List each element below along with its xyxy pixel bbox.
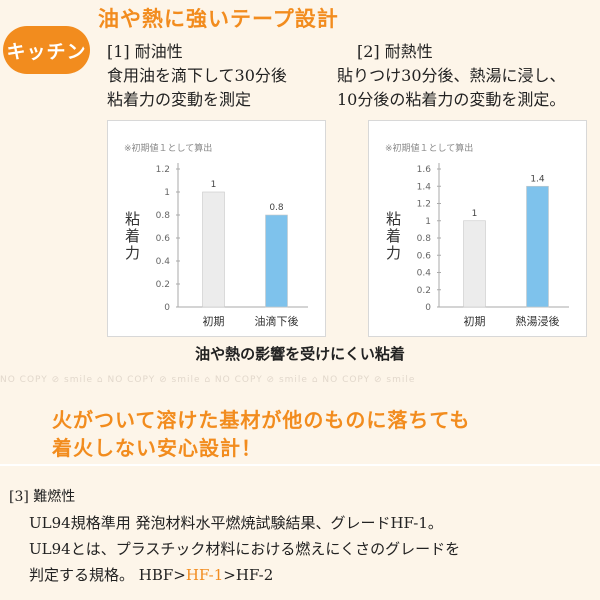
heat-resistance-heading: [2] 耐熱性 (357, 42, 433, 61)
flame-retardancy-heading: [3] 難燃性 (9, 489, 76, 505)
watermark: NO COPY ⊘ smile ⌂ NO COPY ⊘ smile ⌂ NO C… (0, 375, 416, 385)
bar-value-label: 1 (472, 209, 478, 219)
y-tick-label: 0.8 (156, 211, 171, 221)
oil-desc-line-1: 食用油を滴下して30分後 (107, 66, 287, 85)
flame-headline-line-1: 火がついて溶けた基材が他のものに落ちても (52, 408, 471, 432)
chart-note: ※初期値１として算出 (385, 144, 474, 154)
page-title: 油や熱に強いテープ設計 (98, 7, 339, 31)
grade-highlight: HF-1 (185, 566, 224, 584)
oil-resistance-chart: ※初期値１として算出 粘着力 0 0.2 0.4 0.6 0.8 1 1.2 1 初期 0.8 油滴… (107, 120, 326, 337)
flame-retardancy-description: UL94規格準用 発泡材料水平燃焼試験結果、グレードHF-1。 UL94とは、プ… (29, 510, 460, 588)
y-tick-label: 0 (425, 303, 431, 313)
bar-value-label: 1 (211, 180, 217, 190)
y-tick-label: 0.2 (417, 286, 431, 296)
heat-resistance-description: 貼りつけ30分後、熱湯に浸し、 10分後の粘着力の変動を測定。 (337, 64, 566, 112)
y-tick-label: 1.2 (417, 200, 431, 210)
flame-headline-line-2: 着火しない安心設計！ (52, 436, 262, 460)
bar-value-label: 1.4 (530, 174, 545, 184)
flame-desc-line-2: UL94とは、プラスチック材料における燃えにくさのグレードを (29, 540, 461, 558)
oil-resistance-description: 食用油を滴下して30分後 粘着力の変動を測定 (107, 64, 287, 112)
oil-desc-line-2: 粘着力の変動を測定 (107, 90, 252, 109)
y-tick-label: 1 (425, 217, 431, 227)
y-tick-label: 0.2 (156, 280, 170, 290)
bar-chart-svg: 0 0.2 0.4 0.6 0.8 1 1.2 1 初期 0.8 油滴下後 (156, 163, 308, 328)
kitchen-badge: キッチン (3, 26, 90, 74)
y-tick-label: 1 (164, 188, 170, 198)
bar-2 (526, 185, 549, 308)
bar-1 (463, 220, 486, 308)
grade-suffix: >HF-2 (223, 566, 274, 584)
y-tick-label: 0.4 (417, 269, 432, 279)
x-tick-label: 初期 (464, 314, 486, 328)
bar-chart-svg: 0 0.2 0.4 0.6 0.8 1 1.2 1.4 1.6 1 初期 1.4 熱湯浸後 (417, 163, 569, 328)
y-tick-label: 0.6 (417, 251, 432, 261)
heat-desc-line-2: 10分後の粘着力の変動を測定。 (337, 90, 566, 109)
y-tick-label: 1.6 (417, 165, 432, 175)
bar-1 (202, 191, 225, 308)
y-tick-label: 0.4 (156, 257, 171, 267)
flame-desc-line-1: UL94規格準用 発泡材料水平燃焼試験結果、グレードHF-1。 (29, 514, 443, 532)
bar-2 (265, 214, 288, 308)
y-tick-label: 0.6 (156, 234, 171, 244)
heat-desc-line-1: 貼りつけ30分後、熱湯に浸し、 (337, 66, 566, 85)
y-tick-label: 0.8 (417, 234, 432, 244)
bar-value-label: 0.8 (269, 203, 284, 213)
grade-prefix: 判定する規格。 HBF> (29, 566, 186, 584)
y-tick-label: 1.4 (417, 182, 432, 192)
flame-desc-line-3: 判定する規格。 HBF>HF-1>HF-2 (29, 562, 460, 588)
divider (0, 464, 600, 466)
x-tick-label: 油滴下後 (255, 314, 299, 328)
y-axis-label: 粘着力 (123, 211, 141, 262)
y-tick-label: 0 (164, 303, 170, 313)
chart-note: ※初期値１として算出 (124, 144, 213, 154)
x-tick-label: 熱湯浸後 (516, 314, 560, 328)
heat-resistance-chart: ※初期値１として算出 粘着力 0 0.2 0.4 0.6 0.8 1 1.2 1.4 1.6 1 初… (368, 120, 587, 337)
chart-caption: 油や熱の影響を受けにくい粘着 (195, 345, 405, 363)
y-axis-label: 粘着力 (384, 211, 402, 262)
x-tick-label: 初期 (203, 314, 225, 328)
oil-resistance-heading: [1] 耐油性 (107, 42, 183, 61)
y-tick-label: 1.2 (156, 165, 170, 175)
